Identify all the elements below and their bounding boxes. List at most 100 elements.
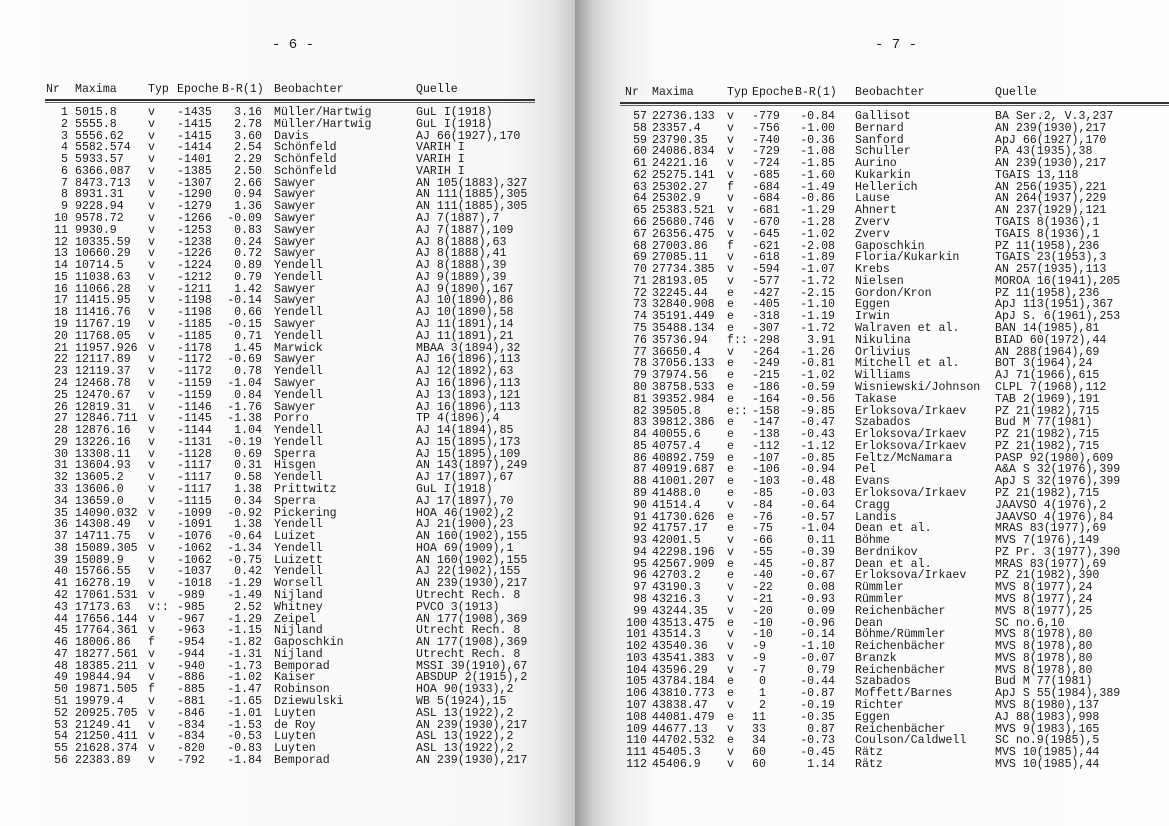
typ-cell: e xyxy=(727,369,734,383)
b-r-cell: -1.49 xyxy=(227,588,262,602)
maxima-cell: 13605.2 xyxy=(75,471,124,485)
beobachter-cell: Sawyer xyxy=(274,353,316,367)
epoche-cell: 60 xyxy=(752,757,766,771)
quelle-cell: PZ 21(1982),390 xyxy=(995,569,1100,583)
b-r-cell: -1.31 xyxy=(227,647,262,661)
epoche-cell: -681 xyxy=(752,204,780,218)
quelle-cell: HOA 46(1902),2 xyxy=(416,506,514,520)
epoche-cell: -85 xyxy=(752,486,773,500)
header-rule xyxy=(45,99,535,103)
maxima-cell: 28193.05 xyxy=(652,274,708,288)
table-row: 26 12819.31 v -1146 -1.76 Sawyer AJ 16(1896),1… xyxy=(0,400,575,414)
quelle-cell: AN 105(1883),327 xyxy=(416,176,528,190)
epoche-cell: -1414 xyxy=(177,141,212,155)
quelle-cell: AJ 7(1887),7 xyxy=(416,212,500,226)
maxima-cell: 41514.4 xyxy=(652,498,701,512)
nr-cell: 43 xyxy=(54,600,68,614)
beobachter-cell: Eggen xyxy=(855,710,890,724)
nr-cell: 87 xyxy=(633,463,647,477)
typ-cell: v xyxy=(148,365,155,379)
beobachter-cell: Feltz/McNamara xyxy=(855,451,953,465)
quelle-cell: GuL I(1918) xyxy=(416,482,493,496)
nr-cell: 73 xyxy=(633,298,647,312)
typ-cell: v xyxy=(727,604,734,618)
maxima-cell: 12468.78 xyxy=(75,376,131,390)
quelle-cell: PZ 21(1982),715 xyxy=(995,486,1100,500)
typ-cell: e xyxy=(727,510,734,524)
quelle-cell: AN 239(1930),217 xyxy=(995,121,1107,135)
b-r-cell: 1.36 xyxy=(234,200,262,214)
epoche-cell: -621 xyxy=(752,239,780,253)
b-r-cell: -1.02 xyxy=(800,369,835,383)
maxima-cell: 12119.37 xyxy=(75,365,131,379)
typ-cell: v xyxy=(148,153,155,167)
table-row: 66 25680.746 v -670 -1.28 Zverv TGAIS 8(1936),… xyxy=(575,217,1169,229)
table-row: 13 10660.29 v -1226 0.72 Sawyer AJ 8(1888),41 xyxy=(0,248,575,260)
nr-cell: 62 xyxy=(633,168,647,182)
table-row: 51 19979.4 v -881 -1.65 Dziewulski WB 5(1924),… xyxy=(0,696,575,708)
beobachter-cell: Dean et al. xyxy=(855,522,932,536)
quelle-cell: WB 5(1924),15 xyxy=(416,695,507,708)
epoche-cell: -885 xyxy=(177,683,205,697)
quelle-cell: AN 111(1885),305 xyxy=(416,188,528,202)
nr-cell: 18 xyxy=(54,306,68,320)
table-row: 20 11768.05 v -1185 0.71 Yendell AJ 11(1891),2… xyxy=(0,329,575,343)
quelle-cell: AN 177(1908),369 xyxy=(416,636,528,650)
beobachter-cell: Eggen xyxy=(855,298,890,312)
quelle-cell: ASL 13(1922),2 xyxy=(416,742,514,756)
maxima-cell: 41488.0 xyxy=(652,486,701,500)
quelle-cell: PVCO 3(1913) xyxy=(416,600,500,614)
quelle-cell: AN 160(1902),155 xyxy=(416,530,528,544)
epoche-cell: -7 xyxy=(752,663,766,677)
epoche-cell: -1212 xyxy=(177,270,212,284)
table-row: 77 36650.4 v -264 -1.26 Orlivius AN 288(1964),… xyxy=(575,345,1169,359)
epoche-cell: -10 xyxy=(752,628,773,642)
typ-cell: v xyxy=(148,730,155,744)
table-row: 17 11415.95 v -1198 -0.14 Sawyer AJ 10(1890),8… xyxy=(0,295,575,307)
beobachter-cell: Nielsen xyxy=(855,274,904,288)
nr-cell: 8 xyxy=(61,188,68,202)
typ-cell: v xyxy=(727,722,734,736)
nr-cell: 67 xyxy=(633,227,647,241)
nr-cell: 29 xyxy=(54,435,68,449)
table-row: 80 38758.533 e -186 -0.59 Wisniewski/Johnson C… xyxy=(575,381,1169,394)
epoche-cell: -1185 xyxy=(177,329,212,343)
table-row: 65 25383.521 v -681 -1.29 Ahnert AN 237(1929),… xyxy=(575,205,1169,217)
maxima-cell: 40055.6 xyxy=(652,428,701,442)
quelle-cell: AN 288(1964),69 xyxy=(995,345,1100,359)
table-row: 42 17061.531 v -989 -1.49 Nijland Utrecht Rech… xyxy=(0,588,575,602)
quelle-cell: BAN 14(1985),81 xyxy=(995,322,1100,336)
epoche-cell: -1018 xyxy=(177,577,212,591)
nr-cell: 105 xyxy=(626,675,647,689)
beobachter-cell: Orlivius xyxy=(855,345,911,359)
epoche-cell: -1159 xyxy=(177,376,212,390)
table-row: 6 6366.087 v -1385 2.50 Schönfeld VARIH I xyxy=(0,165,575,178)
epoche-cell: -940 xyxy=(177,659,205,673)
b-r-cell: -1.28 xyxy=(800,216,835,230)
quelle-cell: AJ 88(1983),998 xyxy=(995,710,1100,724)
beobachter-cell: Nijland xyxy=(274,588,323,602)
epoche-cell: -724 xyxy=(752,157,780,171)
epoche-cell: -756 xyxy=(752,121,780,135)
maxima-cell: 5015.8 xyxy=(75,106,117,119)
table-row: 18 11416.76 v -1198 0.66 Yendell AJ 10(1890),5… xyxy=(0,307,575,319)
b-r-cell: 0.79 xyxy=(234,270,262,284)
nr-cell: 39 xyxy=(54,553,68,567)
b-r-cell: -1.73 xyxy=(227,659,262,673)
beobachter-cell: Zeipel xyxy=(274,612,316,626)
maxima-cell: 18277.561 xyxy=(75,647,138,661)
table-row: 111 45405.3 v 60 -0.45 Rätz MVS 10(1985),44 xyxy=(575,747,1169,759)
typ-cell: e xyxy=(727,463,734,477)
typ-cell: e xyxy=(727,286,734,300)
maxima-cell: 19871.505 xyxy=(75,683,138,697)
beobachter-cell: Hellerich xyxy=(855,180,918,194)
nr-cell: 26 xyxy=(54,400,68,414)
maxima-cell: 5582.574 xyxy=(75,141,131,155)
b-r-cell: -0.94 xyxy=(800,463,835,477)
maxima-cell: 13226.16 xyxy=(75,435,131,449)
b-r-cell: -0.64 xyxy=(227,530,262,544)
quelle-cell: MOROA 16(1941),205 xyxy=(995,274,1121,288)
quelle-cell: AJ 10(1890),58 xyxy=(416,306,514,320)
table-row: 57 22736.133 v -779 -0.84 Gallisot BA Ser.2, V… xyxy=(575,111,1169,123)
epoche-cell: -1144 xyxy=(177,424,212,438)
